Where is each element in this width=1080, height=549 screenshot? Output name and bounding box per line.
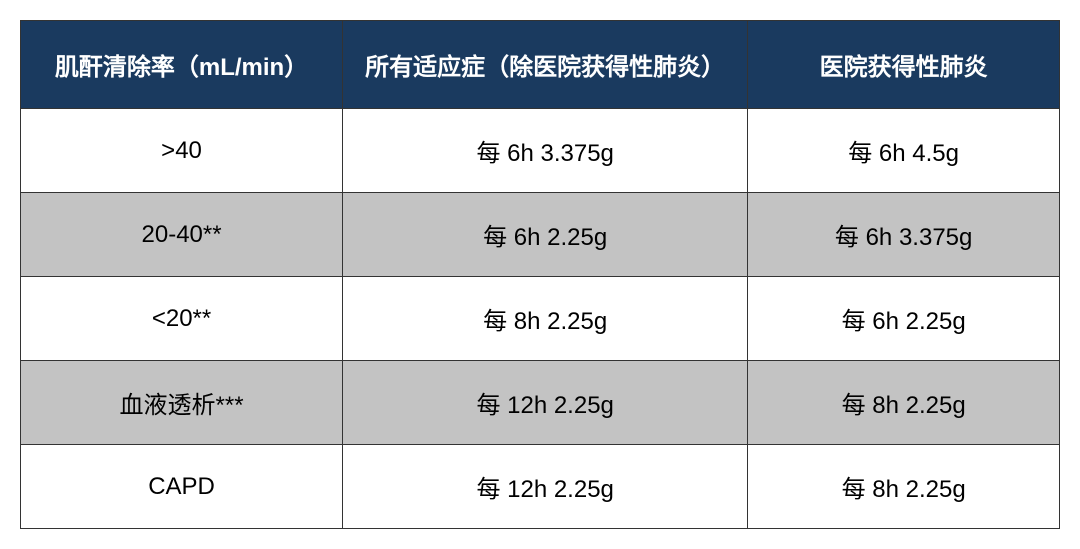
cell-clearance: 20-40** [21,193,343,277]
cell-hospital-pneumonia: 每 8h 2.25g [748,445,1060,529]
table-row: CAPD 每 12h 2.25g 每 8h 2.25g [21,445,1060,529]
cell-all-indications: 每 8h 2.25g [343,277,748,361]
cell-all-indications: 每 12h 2.25g [343,445,748,529]
table-header-row: 肌酐清除率（mL/min） 所有适应症（除医院获得性肺炎） 医院获得性肺炎 [21,21,1060,109]
table-row: 血液透析*** 每 12h 2.25g 每 8h 2.25g [21,361,1060,445]
cell-hospital-pneumonia: 每 6h 3.375g [748,193,1060,277]
col-header-all-indications: 所有适应症（除医院获得性肺炎） [343,21,748,109]
cell-all-indications: 每 6h 2.25g [343,193,748,277]
table-row: 20-40** 每 6h 2.25g 每 6h 3.375g [21,193,1060,277]
col-header-hospital-pneumonia: 医院获得性肺炎 [748,21,1060,109]
cell-clearance: CAPD [21,445,343,529]
cell-clearance: <20** [21,277,343,361]
table-body: >40 每 6h 3.375g 每 6h 4.5g 20-40** 每 6h 2… [21,109,1060,529]
cell-hospital-pneumonia: 每 8h 2.25g [748,361,1060,445]
dosing-table: 肌酐清除率（mL/min） 所有适应症（除医院获得性肺炎） 医院获得性肺炎 >4… [20,20,1060,529]
col-header-clearance: 肌酐清除率（mL/min） [21,21,343,109]
cell-all-indications: 每 6h 3.375g [343,109,748,193]
cell-hospital-pneumonia: 每 6h 2.25g [748,277,1060,361]
table-row: >40 每 6h 3.375g 每 6h 4.5g [21,109,1060,193]
cell-clearance: 血液透析*** [21,361,343,445]
cell-hospital-pneumonia: 每 6h 4.5g [748,109,1060,193]
table-row: <20** 每 8h 2.25g 每 6h 2.25g [21,277,1060,361]
cell-all-indications: 每 12h 2.25g [343,361,748,445]
cell-clearance: >40 [21,109,343,193]
